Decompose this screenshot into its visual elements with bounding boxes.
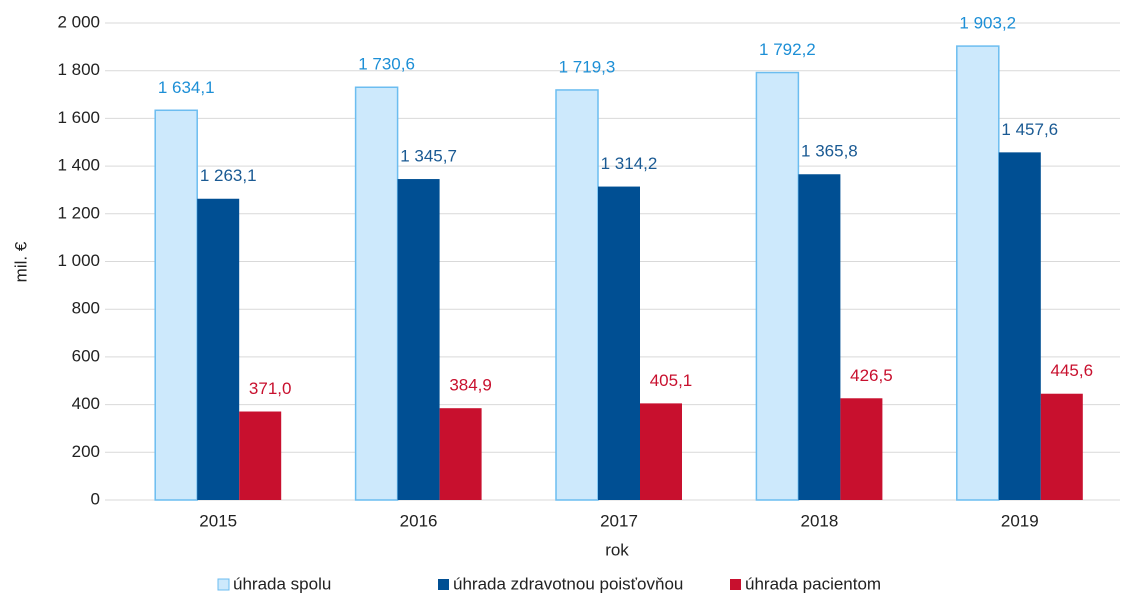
bar	[154, 109, 198, 501]
legend-label: úhrada pacientom	[745, 574, 881, 593]
y-tick-label: 1 200	[57, 203, 100, 222]
x-axis-label: rok	[605, 540, 629, 559]
bar	[840, 398, 883, 500]
value-label: 1 314,2	[601, 154, 658, 173]
bar	[956, 45, 1000, 501]
value-label: 445,6	[1051, 361, 1094, 380]
bar	[439, 408, 482, 500]
y-tick-label: 600	[72, 346, 100, 365]
value-label: 1 263,1	[200, 166, 257, 185]
bar	[197, 198, 240, 500]
value-label: 1 634,1	[158, 78, 215, 97]
y-tick-label: 1 800	[57, 60, 100, 79]
x-tick-label: 2017	[600, 511, 638, 530]
x-tick-label: 2016	[400, 511, 438, 530]
value-label: 1 365,8	[801, 142, 858, 161]
y-tick-label: 400	[72, 394, 100, 413]
y-tick-label: 1 400	[57, 156, 100, 175]
value-label: 1 903,2	[959, 14, 1016, 33]
bar	[354, 86, 399, 501]
bar	[598, 186, 640, 500]
bar	[998, 152, 1041, 500]
legend-swatch	[217, 578, 230, 591]
bar	[798, 174, 841, 500]
x-tick-label: 2018	[800, 511, 838, 530]
value-label: 1 457,6	[1001, 120, 1058, 139]
x-tick-label: 2015	[199, 511, 237, 530]
x-tick-label: 2019	[1001, 511, 1039, 530]
bar	[1040, 393, 1083, 500]
value-label: 1 719,3	[559, 57, 616, 76]
legend-swatch	[730, 579, 741, 590]
bar	[555, 89, 599, 501]
bar	[397, 179, 440, 501]
y-tick-label: 0	[91, 489, 100, 508]
legend-label: úhrada spolu	[233, 574, 331, 593]
value-label: 405,1	[650, 371, 693, 390]
legend-label: úhrada zdravotnou poisťovňou	[453, 574, 683, 593]
y-tick-label: 200	[72, 442, 100, 461]
value-label: 1 730,6	[358, 55, 415, 74]
value-label: 384,9	[449, 376, 492, 395]
legend-swatch	[438, 579, 449, 590]
y-tick-label: 1 600	[57, 108, 100, 127]
value-label: 371,0	[249, 379, 292, 398]
y-tick-label: 2 000	[57, 12, 100, 31]
y-axis-label: mil. €	[11, 241, 30, 282]
value-label: 1 345,7	[400, 147, 457, 166]
y-tick-label: 800	[72, 299, 100, 318]
value-label: 426,5	[850, 366, 893, 385]
y-tick-label: 1 000	[57, 251, 100, 270]
value-label: 1 792,2	[759, 40, 816, 59]
bar	[755, 71, 800, 501]
bar	[640, 403, 682, 500]
bar	[239, 411, 282, 500]
